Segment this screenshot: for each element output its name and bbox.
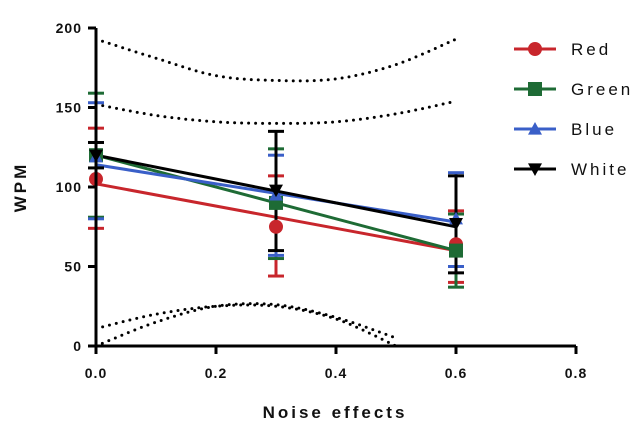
- x-tick-label-2: 0.4: [325, 365, 347, 381]
- x-tick-label-4: 0.8: [565, 365, 587, 381]
- legend: Red Green Blue White: [514, 40, 633, 179]
- x-tick-label-3: 0.6: [445, 365, 467, 381]
- band-outer-lower: [96, 303, 398, 346]
- legend-marker-red: [528, 42, 542, 56]
- y-axis-title: WPM: [11, 162, 30, 213]
- axes: [94, 28, 576, 348]
- legend-label-green: Green: [571, 80, 633, 99]
- y-tick-label-1: 50: [64, 259, 82, 275]
- legend-label-blue: Blue: [571, 120, 617, 139]
- x-axis-title: Noise effects: [263, 403, 408, 422]
- x-tick-label-0: 0.0: [85, 365, 107, 381]
- legend-label-red: Red: [571, 40, 611, 59]
- band-inner-upper: [96, 99, 458, 125]
- confidence-bands: [96, 37, 458, 346]
- point-red-1: [269, 219, 283, 234]
- legend-marker-green: [528, 82, 542, 96]
- y-tick-label-4: 200: [56, 20, 82, 36]
- band-inner-lower: [96, 302, 398, 346]
- legend-marker-blue: [528, 122, 542, 135]
- legend-marker-white: [528, 163, 542, 176]
- band-outer-upper: [96, 37, 458, 83]
- y-tick-label-0: 0: [73, 338, 82, 354]
- x-tick-label-1: 0.2: [205, 365, 227, 381]
- point-white-2: [449, 217, 463, 231]
- y-tick-label-3: 150: [56, 100, 82, 116]
- point-green-2: [449, 243, 463, 258]
- legend-label-white: White: [571, 160, 629, 179]
- y-tick-label-2: 100: [56, 179, 82, 195]
- point-white-1: [269, 184, 283, 198]
- axis-ticks: 0 50 100 150 200 0.0 0.2 0.4 0.6 0.8: [56, 20, 587, 381]
